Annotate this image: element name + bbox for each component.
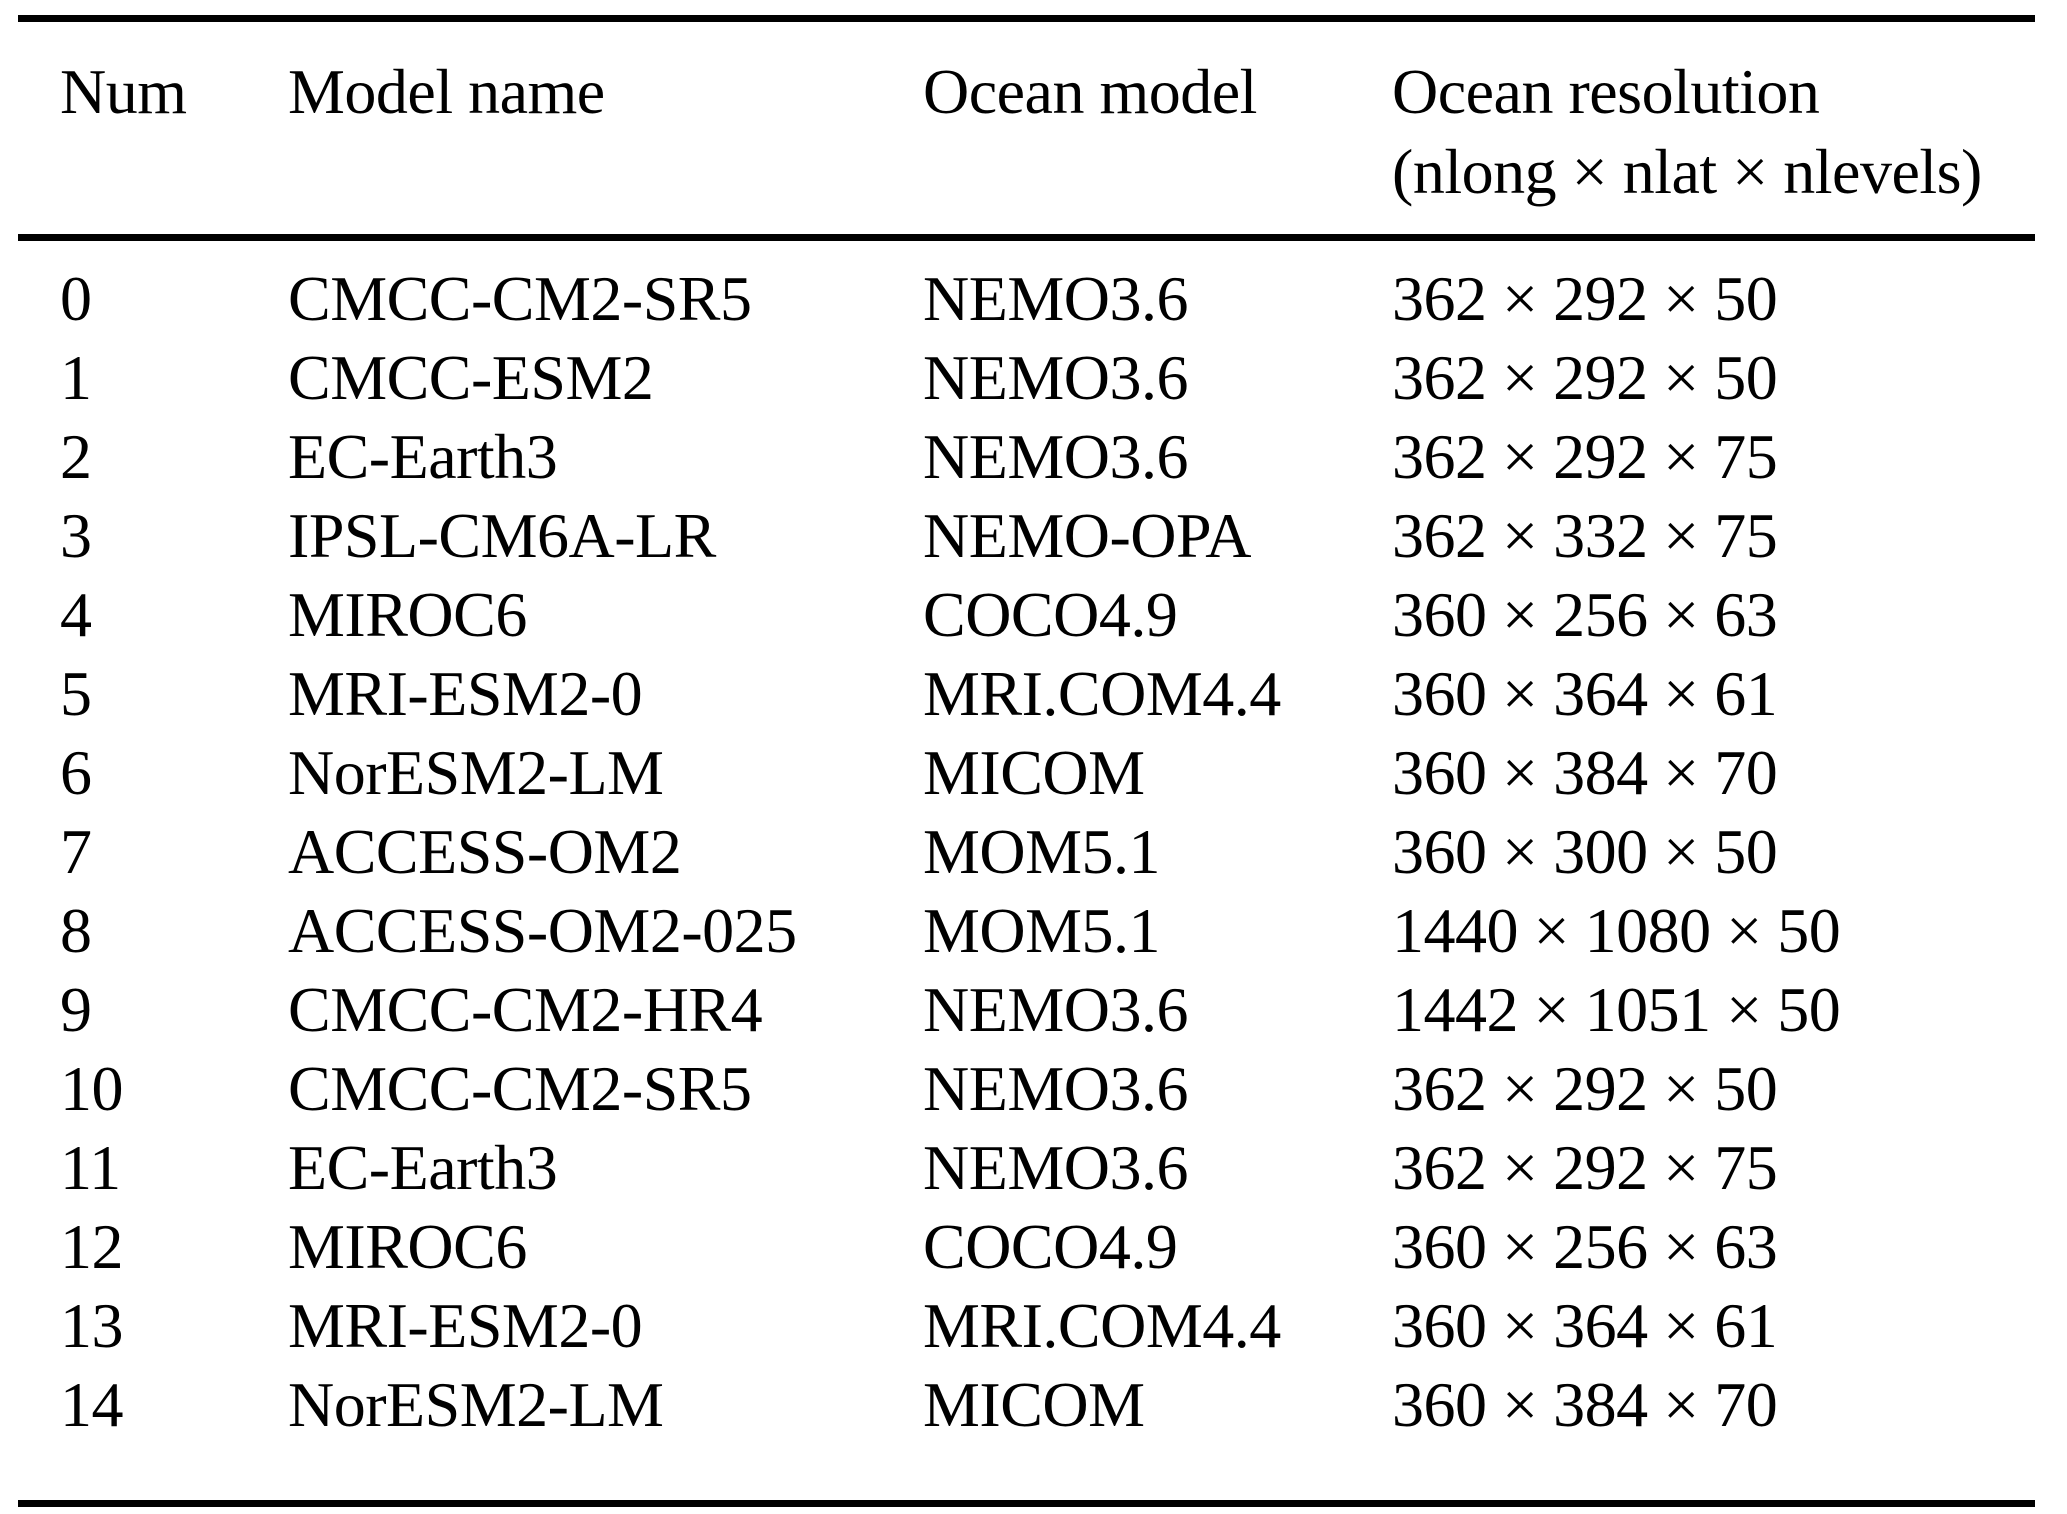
cell-num: 11 — [60, 1132, 121, 1203]
cell-model-name: MIROC6 — [288, 1211, 527, 1282]
cell-ocean-model: MRI.COM4.4 — [923, 658, 1281, 729]
cell-ocean-model: NEMO3.6 — [923, 1132, 1188, 1203]
cell-ocean-resolution: 1440 × 1080 × 50 — [1392, 895, 1841, 966]
table-row: 11 EC-Earth3 NEMO3.6 362 × 292 × 75 — [18, 1128, 2035, 1207]
cell-ocean-model: NEMO3.6 — [923, 263, 1188, 334]
cell-model-name: MRI-ESM2-0 — [288, 1290, 643, 1361]
table-header: Num Model name Ocean model Ocean resolut… — [18, 18, 2035, 241]
cell-ocean-resolution: 362 × 292 × 50 — [1392, 342, 1778, 413]
cell-ocean-resolution: 360 × 364 × 61 — [1392, 1290, 1778, 1361]
cell-ocean-resolution: 360 × 384 × 70 — [1392, 1369, 1778, 1440]
cell-num: 7 — [60, 816, 92, 887]
cell-num: 4 — [60, 579, 92, 650]
cell-ocean-resolution: 1442 × 1051 × 50 — [1392, 974, 1841, 1045]
cell-ocean-resolution: 360 × 364 × 61 — [1392, 658, 1778, 729]
cell-num: 2 — [60, 421, 92, 492]
col-header-model-name: Model name — [288, 18, 923, 241]
cell-ocean-resolution: 362 × 292 × 50 — [1392, 263, 1778, 334]
cell-model-name: ACCESS-OM2-025 — [288, 895, 797, 966]
col-header-ocean-model: Ocean model — [923, 18, 1392, 241]
cell-num: 9 — [60, 974, 92, 1045]
table-row: 0 CMCC-CM2-SR5 NEMO3.6 362 × 292 × 50 — [18, 238, 2035, 339]
cell-ocean-model: MOM5.1 — [923, 816, 1161, 887]
cell-model-name: MIROC6 — [288, 579, 527, 650]
cell-ocean-model: NEMO3.6 — [923, 1053, 1188, 1124]
cell-ocean-model: MRI.COM4.4 — [923, 1290, 1281, 1361]
cell-num: 12 — [60, 1211, 124, 1282]
cell-ocean-resolution: 362 × 292 × 75 — [1392, 1132, 1778, 1203]
cell-ocean-resolution: 362 × 292 × 75 — [1392, 421, 1778, 492]
ocean-resolution-header-line1: Ocean resolution — [1392, 56, 1820, 127]
cell-model-name: CMCC-CM2-SR5 — [288, 1053, 752, 1124]
table-row: 6 NorESM2-LM MICOM 360 × 384 × 70 — [18, 733, 2035, 812]
paper-table-page: Num Model name Ocean model Ocean resolut… — [0, 15, 2067, 1514]
cell-num: 10 — [60, 1053, 124, 1124]
cell-ocean-resolution: 360 × 256 × 63 — [1392, 1211, 1778, 1282]
cell-num: 13 — [60, 1290, 124, 1361]
table-row: 14 NorESM2-LM MICOM 360 × 384 × 70 — [18, 1365, 2035, 1504]
cell-ocean-model: COCO4.9 — [923, 1211, 1178, 1282]
table-row: 12 MIROC6 COCO4.9 360 × 256 × 63 — [18, 1207, 2035, 1286]
cell-ocean-model: NEMO-OPA — [923, 500, 1251, 571]
cell-num: 3 — [60, 500, 92, 571]
table-row: 13 MRI-ESM2-0 MRI.COM4.4 360 × 364 × 61 — [18, 1286, 2035, 1365]
table-row: 1 CMCC-ESM2 NEMO3.6 362 × 292 × 50 — [18, 338, 2035, 417]
cell-num: 14 — [60, 1369, 124, 1440]
ocean-resolution-header-line2: (nlong × nlat × nlevels) — [1392, 136, 1982, 207]
table-row: 3 IPSL-CM6A-LR NEMO-OPA 362 × 332 × 75 — [18, 496, 2035, 575]
cell-num: 8 — [60, 895, 92, 966]
table-row: 9 CMCC-CM2-HR4 NEMO3.6 1442 × 1051 × 50 — [18, 970, 2035, 1049]
col-header-num: Num — [18, 18, 288, 241]
table-row: 2 EC-Earth3 NEMO3.6 362 × 292 × 75 — [18, 417, 2035, 496]
table-row: 4 MIROC6 COCO4.9 360 × 256 × 63 — [18, 575, 2035, 654]
cell-model-name: NorESM2-LM — [288, 737, 664, 808]
table-body: 0 CMCC-CM2-SR5 NEMO3.6 362 × 292 × 50 1 … — [18, 238, 2035, 1504]
table-row: 5 MRI-ESM2-0 MRI.COM4.4 360 × 364 × 61 — [18, 654, 2035, 733]
cell-ocean-model: COCO4.9 — [923, 579, 1178, 650]
cell-ocean-model: NEMO3.6 — [923, 342, 1188, 413]
cell-ocean-resolution: 362 × 332 × 75 — [1392, 500, 1778, 571]
cell-model-name: EC-Earth3 — [288, 421, 558, 492]
cell-ocean-resolution: 360 × 384 × 70 — [1392, 737, 1778, 808]
cell-model-name: CMCC-ESM2 — [288, 342, 654, 413]
cell-ocean-model: NEMO3.6 — [923, 421, 1188, 492]
cell-num: 6 — [60, 737, 92, 808]
cell-ocean-model: MICOM — [923, 737, 1145, 808]
cell-ocean-model: NEMO3.6 — [923, 974, 1188, 1045]
table-row: 8 ACCESS-OM2-025 MOM5.1 1440 × 1080 × 50 — [18, 891, 2035, 970]
cell-model-name: MRI-ESM2-0 — [288, 658, 643, 729]
cell-num: 1 — [60, 342, 92, 413]
cell-ocean-model: MOM5.1 — [923, 895, 1161, 966]
cell-model-name: IPSL-CM6A-LR — [288, 500, 716, 571]
header-row: Num Model name Ocean model Ocean resolut… — [18, 18, 2035, 241]
cell-model-name: EC-Earth3 — [288, 1132, 558, 1203]
cell-model-name: ACCESS-OM2 — [288, 816, 682, 887]
cell-ocean-model: MICOM — [923, 1369, 1145, 1440]
col-header-ocean-resolution: Ocean resolution (nlong × nlat × nlevels… — [1392, 18, 2035, 241]
table-row: 10 CMCC-CM2-SR5 NEMO3.6 362 × 292 × 50 — [18, 1049, 2035, 1128]
table-row: 7 ACCESS-OM2 MOM5.1 360 × 300 × 50 — [18, 812, 2035, 891]
cell-ocean-resolution: 362 × 292 × 50 — [1392, 1053, 1778, 1124]
cell-model-name: CMCC-CM2-SR5 — [288, 263, 752, 334]
cell-num: 0 — [60, 263, 92, 334]
cell-ocean-resolution: 360 × 256 × 63 — [1392, 579, 1778, 650]
cell-num: 5 — [60, 658, 92, 729]
cell-model-name: CMCC-CM2-HR4 — [288, 974, 763, 1045]
models-table: Num Model name Ocean model Ocean resolut… — [18, 15, 2035, 1507]
cell-ocean-resolution: 360 × 300 × 50 — [1392, 816, 1778, 887]
cell-model-name: NorESM2-LM — [288, 1369, 664, 1440]
